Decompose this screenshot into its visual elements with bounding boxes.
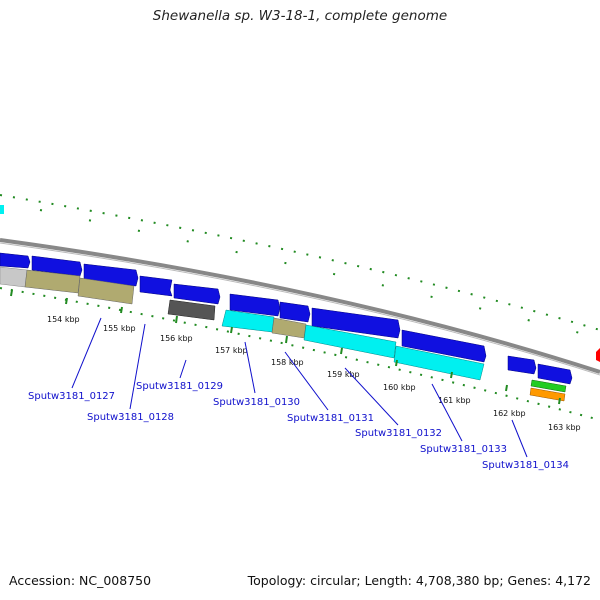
cyan-block [393,345,485,381]
tick-label-161: 161 kbp [438,396,471,405]
tick-label-157: 157 kbp [215,346,248,355]
green-block [530,379,567,393]
tick-label-159: 159 kbp [327,370,360,379]
kbp-ticks [10,289,561,405]
locus-label-0133[interactable]: Sputw3181_0133 [420,444,507,455]
leader-lines [71,317,528,458]
gene-arrow [537,363,573,385]
gene-arrow [401,329,487,363]
locus-label-0128[interactable]: Sputw3181_0128 [87,412,174,423]
locus-label-0129[interactable]: Sputw3181_0129 [136,381,223,392]
locus-label-0127[interactable]: Sputw3181_0127 [28,391,115,402]
locus-label-0134[interactable]: Sputw3181_0134 [482,460,569,471]
gene-arrow [279,301,311,323]
cyan-block [303,324,397,359]
tick-label-154: 154 kbp [47,315,80,324]
accession-label: Accession: NC_008750 [9,573,152,588]
gene-arrow [507,355,537,375]
dark-gray-block [167,299,216,321]
outer-dotted-arc [0,194,600,331]
tick-label-158: 158 kbp [271,358,304,367]
tick-label-163: 163 kbp [548,423,581,432]
gene-arrow [139,275,173,297]
topology-label: Topology: circular; Length: 4,708,380 bp… [247,573,591,588]
gene-arrow [173,283,221,305]
tick-label-162: 162 kbp [493,409,526,418]
gray-block [0,266,28,288]
orange-block [529,387,566,402]
locus-label-0131[interactable]: Sputw3181_0131 [287,413,374,424]
gene-arrow [0,252,31,269]
genome-backbone [0,238,600,374]
olive-block [77,277,135,305]
red-arrow [596,348,600,362]
gene-arrow [229,293,281,317]
olive-block [24,269,81,294]
gene-arrow [311,307,401,339]
locus-label-0130[interactable]: Sputw3181_0130 [213,397,300,408]
tick-label-155: 155 kbp [103,324,136,333]
genome-title: Shewanella sp. W3-18-1, complete genome [152,8,448,24]
locus-label-0132[interactable]: Sputw3181_0132 [355,428,442,439]
forward-genes [0,252,573,385]
olive-block [271,317,307,339]
cyan-fragment [0,205,4,214]
tick-label-156: 156 kbp [160,334,193,343]
gene-arrow [31,255,83,277]
tick-label-160: 160 kbp [383,383,416,392]
